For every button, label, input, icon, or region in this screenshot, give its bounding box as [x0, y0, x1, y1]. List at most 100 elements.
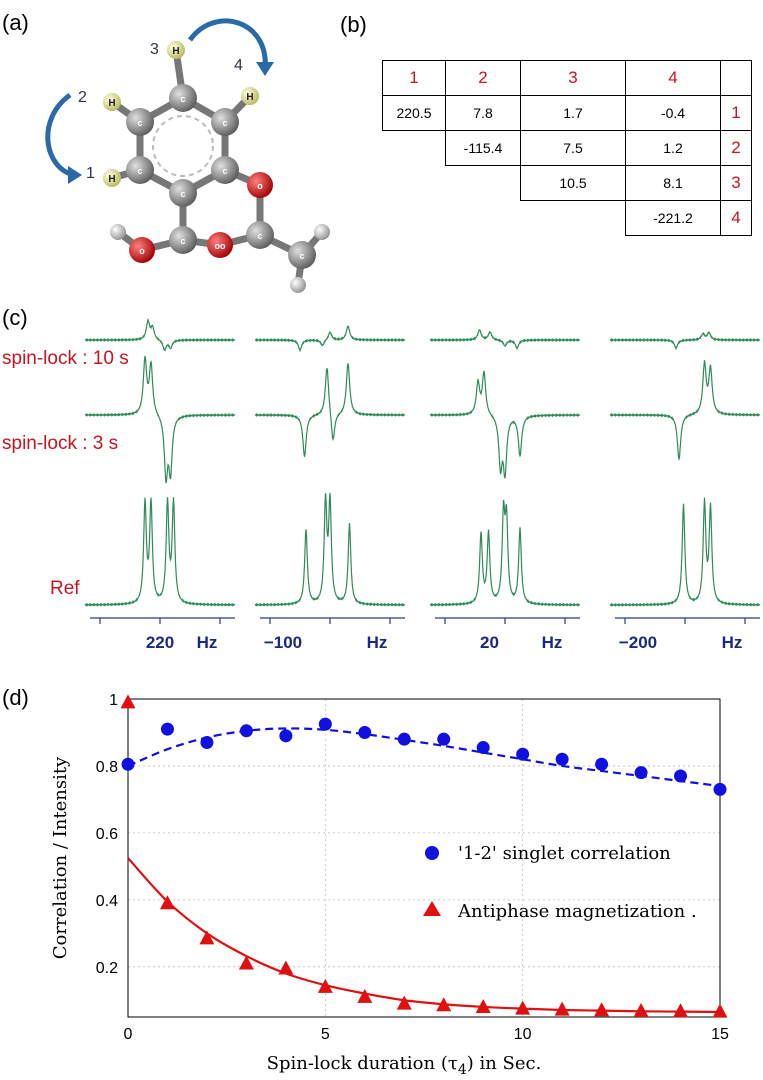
data-point-singlet	[437, 732, 451, 746]
table-cell: 7.5	[520, 130, 626, 166]
row-label-spinlock-10s: spin-lock : 10 s	[2, 348, 129, 369]
atom-label: c	[180, 189, 185, 199]
atom-c4	[126, 156, 154, 184]
atom-o2	[129, 237, 155, 263]
data-point-singlet	[476, 741, 490, 755]
atom-label: c	[137, 166, 142, 176]
x-tick-label: 15	[711, 1026, 729, 1043]
atom-label: c	[137, 118, 142, 128]
spectrum-tick-label: 20	[480, 633, 499, 652]
table-cell: 1.2	[625, 130, 721, 166]
atom-c6	[169, 179, 197, 207]
spectrum-unit-label: Hz	[722, 633, 743, 652]
y-tick-label: 1	[109, 692, 118, 709]
table-row: 10.5 8.1 3	[383, 165, 752, 201]
proton-label-2: 2	[78, 89, 87, 106]
spectrum-tick-label: −200	[619, 633, 657, 652]
table-cell: 7.8	[445, 95, 521, 131]
y-tick-label: 0.4	[96, 893, 118, 910]
data-point-antiphase	[712, 1003, 728, 1018]
table-row-index: 1	[720, 95, 752, 131]
table-cell: -115.4	[445, 130, 521, 166]
y-tick-label: 0.2	[96, 960, 118, 977]
table-row: 220.5 7.8 1.7 -0.4 1	[382, 95, 752, 131]
x-axis-label: Spin-lock duration (τ4) in Sec.	[267, 1053, 542, 1078]
row-label-ref: Ref	[50, 578, 80, 599]
table-cell: 1.7	[520, 95, 626, 131]
atom-hw2	[314, 224, 330, 240]
aromatic-ring	[152, 115, 214, 177]
data-point-antiphase	[475, 998, 491, 1013]
spectrum-unit-label: Hz	[542, 633, 563, 652]
spectrum-tick-label: 220	[146, 633, 174, 652]
atom-hw1	[110, 224, 126, 240]
nmr-trace	[84, 497, 236, 607]
data-point-antiphase	[120, 694, 136, 709]
atom-c3	[211, 108, 239, 136]
data-point-singlet	[239, 724, 253, 738]
table-header-cell: 3	[520, 60, 626, 96]
data-point-antiphase	[159, 895, 175, 910]
atom-c7	[169, 226, 197, 254]
x-axis-label-tail: ) in Sec.	[467, 1053, 542, 1074]
nmr-trace	[609, 330, 761, 351]
table-cell: 10.5	[520, 165, 626, 201]
nmr-trace	[84, 317, 236, 352]
atom-label: c	[257, 231, 262, 241]
atom-c1	[169, 84, 197, 112]
atom-label: c	[222, 166, 227, 176]
proton-label-1: 1	[86, 165, 95, 182]
atom-label: H	[108, 174, 115, 185]
data-point-singlet	[397, 732, 411, 746]
table-header-row: 1 2 3 4	[382, 60, 752, 96]
atom-h4	[241, 87, 259, 105]
data-point-singlet	[555, 752, 569, 766]
table-cell-empty	[383, 166, 446, 201]
spectrum-unit-label: Hz	[197, 633, 218, 652]
atom-c9	[288, 241, 316, 269]
atom-label: c	[222, 118, 227, 128]
legend-marker-antiphase	[423, 901, 441, 916]
table-header-cell: 1	[382, 60, 446, 96]
table-header-cell: 4	[625, 60, 721, 96]
panel-label-b: (b)	[340, 12, 367, 37]
legend-label-singlet: '1-2' singlet correlation	[458, 843, 671, 864]
nmr-trace	[429, 499, 581, 607]
table-cell-empty	[383, 201, 446, 236]
data-point-singlet	[121, 757, 135, 771]
table-row-index: 2	[720, 130, 752, 166]
table-header-cell: 2	[445, 60, 521, 96]
atom-hw3	[290, 277, 306, 293]
nmr-trace	[254, 325, 406, 353]
table-cell-empty	[446, 201, 521, 236]
proton-label-3: 3	[150, 41, 159, 58]
data-point-singlet	[200, 736, 214, 750]
y-tick-label: 0.6	[96, 826, 118, 843]
table-cell: -221.2	[625, 200, 721, 236]
panel-label-a: (a)	[2, 10, 29, 35]
atom-h1	[103, 169, 121, 187]
spectrum-tick-label: −100	[264, 633, 302, 652]
nmr-trace	[429, 329, 581, 351]
coupling-arrow-3-4	[187, 18, 268, 71]
data-point-singlet	[595, 757, 609, 771]
nmr-trace	[429, 370, 581, 479]
legend-marker-singlet	[425, 846, 439, 860]
spectrum-unit-label: Hz	[367, 633, 388, 652]
table-row: -221.2 4	[383, 200, 752, 236]
data-point-singlet	[674, 769, 688, 783]
coupling-arrow-2-1	[45, 92, 76, 178]
nmr-trace	[609, 360, 761, 461]
data-point-singlet	[516, 747, 530, 761]
x-axis-label-main: Spin-lock duration (τ	[267, 1053, 458, 1074]
atom-label: c	[180, 94, 185, 104]
nmr-trace	[254, 492, 406, 607]
data-point-antiphase	[199, 930, 215, 945]
table-cell: -0.4	[625, 95, 721, 131]
table-cell: 8.1	[625, 165, 721, 201]
atom-label: oo	[215, 241, 226, 251]
legend-label-antiphase: Antiphase magnetization .	[457, 901, 697, 922]
table-cell-empty	[446, 166, 521, 201]
row-label-spinlock-3s: spin-lock : 3 s	[2, 433, 119, 454]
atom-h3	[167, 41, 185, 59]
